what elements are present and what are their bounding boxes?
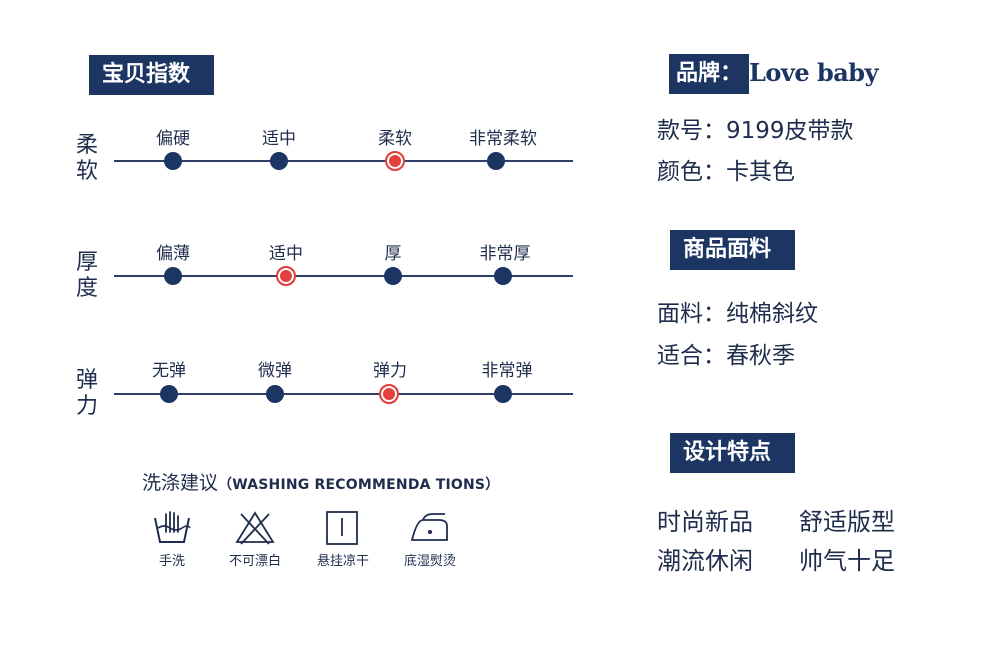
design-section-title: 设计特点: [670, 433, 795, 473]
iron-low-icon: [407, 508, 451, 548]
design-feature: 潮流休闲: [657, 547, 753, 575]
fabric-material: 面料：纯棉斜纹: [657, 301, 818, 327]
option-dot: [160, 385, 178, 403]
option-label: 偏薄: [156, 244, 190, 264]
option-label: 无弹: [152, 361, 186, 381]
wash-caption: 不可漂白: [228, 554, 281, 569]
design-feature: 帅气十足: [799, 547, 895, 575]
scale-label: 弹力: [70, 368, 104, 420]
option-dot: [164, 152, 182, 170]
option-label: 非常弹: [481, 361, 533, 381]
option-dot: [494, 267, 512, 285]
option-dot: [487, 152, 505, 170]
fabric-section-title: 商品面料: [670, 230, 795, 270]
scale-line: [114, 393, 573, 395]
option-dot: [384, 267, 402, 285]
scale-label-text: 厚度: [75, 250, 98, 301]
product-color: 颜色：卡其色: [657, 159, 795, 185]
option-label: 适中: [262, 129, 296, 149]
option-label: 微弹: [258, 361, 292, 381]
hang-dry-icon: [320, 508, 364, 548]
wash-caption: 悬挂凉干: [316, 554, 369, 569]
option-dot: [164, 267, 182, 285]
option-dot: [266, 385, 284, 403]
option-label: 适中: [269, 244, 303, 264]
option-label: 非常厚: [479, 244, 531, 264]
design-feature: 时尚新品: [657, 508, 753, 536]
index-section-title: 宝贝指数: [89, 55, 214, 95]
brand-name: Love baby: [749, 58, 879, 87]
fabric-season: 适合：春秋季: [657, 343, 795, 369]
design-feature: 舒适版型: [799, 508, 895, 536]
option-dot-selected: [379, 384, 399, 404]
wash-caption: 手洗: [158, 554, 185, 569]
scale-label: 厚度: [70, 250, 104, 302]
option-label: 弹力: [373, 361, 407, 381]
option-label: 偏硬: [156, 129, 190, 149]
option-dot-selected: [276, 266, 296, 286]
washing-title-en: （WASHING RECOMMENDA TIONS）: [218, 477, 500, 493]
scale-label: 柔软: [70, 133, 104, 185]
option-dot: [270, 152, 288, 170]
brand-tag: 品牌：: [669, 54, 750, 94]
washing-title: 洗涤建议（WASHING RECOMMENDA TIONS）: [142, 468, 499, 495]
wash-caption: 底湿熨烫: [403, 554, 456, 569]
option-label: 非常柔软: [469, 129, 537, 149]
option-label: 柔软: [378, 129, 412, 149]
option-dot: [494, 385, 512, 403]
scale-label-text: 柔软: [75, 133, 98, 184]
scale-line: [114, 275, 573, 277]
no-bleach-icon: [233, 508, 277, 548]
option-dot-selected: [385, 151, 405, 171]
scale-label-text: 弹力: [75, 368, 98, 419]
washing-title-cn: 洗涤建议: [142, 472, 219, 494]
style-number: 款号：9199皮带款: [657, 118, 854, 144]
hand-wash-icon: [150, 508, 194, 548]
scale-line: [114, 160, 573, 162]
option-label: 厚: [384, 244, 402, 264]
